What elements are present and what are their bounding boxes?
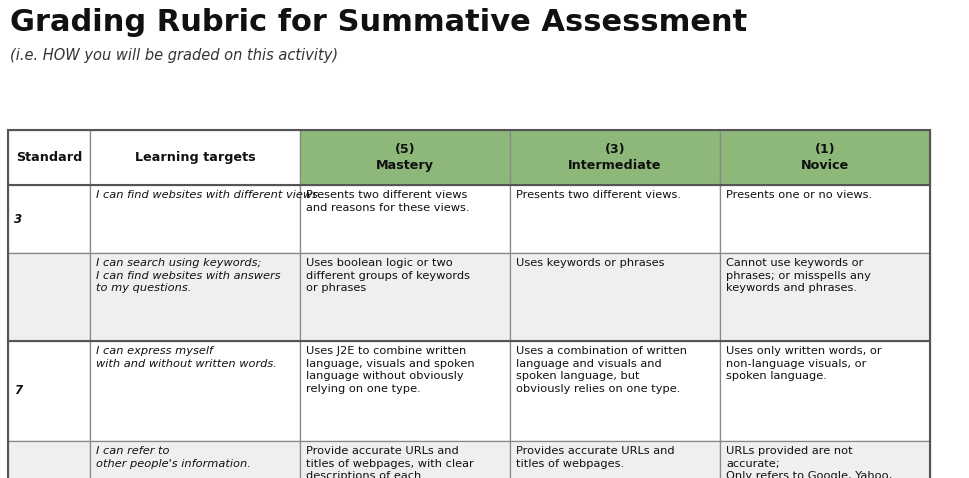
Bar (510, 253, 719, 341)
Bar (719, 253, 929, 341)
Text: I can express myself
with and without written words.: I can express myself with and without wr… (96, 346, 276, 369)
Text: Provides accurate URLs and
titles of webpages.: Provides accurate URLs and titles of web… (516, 446, 673, 468)
Text: (5)
Mastery: (5) Mastery (376, 143, 433, 172)
Text: Uses J2E to combine written
language, visuals and spoken
language without obviou: Uses J2E to combine written language, vi… (305, 346, 474, 394)
Text: (1)
Novice: (1) Novice (800, 143, 848, 172)
Bar (299, 185, 510, 253)
Text: Standard: Standard (16, 151, 82, 164)
Bar (90, 185, 299, 253)
Bar (510, 341, 719, 441)
Bar (510, 185, 719, 253)
Bar (8, 253, 90, 341)
Bar (719, 441, 929, 478)
Bar (299, 441, 510, 478)
Text: Uses only written words, or
non-language visuals, or
spoken language.: Uses only written words, or non-language… (725, 346, 881, 381)
Bar (90, 441, 299, 478)
Bar (719, 130, 929, 185)
Bar (90, 341, 299, 441)
Bar (299, 341, 510, 441)
Text: 3: 3 (14, 213, 22, 226)
Text: Uses a combination of written
language and visuals and
spoken language, but
obvi: Uses a combination of written language a… (516, 346, 686, 394)
Bar (8, 130, 90, 185)
Bar (90, 253, 299, 341)
Bar (8, 441, 90, 478)
Bar (299, 130, 510, 185)
Text: Presents two different views
and reasons for these views.: Presents two different views and reasons… (305, 190, 469, 213)
Text: Cannot use keywords or
phrases; or misspells any
keywords and phrases.: Cannot use keywords or phrases; or missp… (725, 258, 870, 293)
Bar (510, 130, 719, 185)
Bar (719, 185, 929, 253)
Bar (8, 341, 90, 441)
Text: 7: 7 (14, 384, 22, 398)
Text: Presents two different views.: Presents two different views. (516, 190, 680, 200)
Bar (719, 341, 929, 441)
Text: Uses boolean logic or two
different groups of keywords
or phrases: Uses boolean logic or two different grou… (305, 258, 470, 293)
Bar (8, 130, 929, 478)
Text: URLs provided are not
accurate;
Only refers to Google, Yahoo,
Baidu or Wikipedia: URLs provided are not accurate; Only ref… (725, 446, 896, 478)
Text: I can refer to
other people's information.: I can refer to other people's informatio… (96, 446, 251, 468)
Text: Uses keywords or phrases: Uses keywords or phrases (516, 258, 664, 268)
Text: Grading Rubric for Summative Assessment: Grading Rubric for Summative Assessment (10, 8, 746, 37)
Text: Learning targets: Learning targets (135, 151, 255, 164)
Text: (3)
Intermediate: (3) Intermediate (568, 143, 661, 172)
Text: Presents one or no views.: Presents one or no views. (725, 190, 871, 200)
Text: Provide accurate URLs and
titles of webpages, with clear
descriptions of each.: Provide accurate URLs and titles of webp… (305, 446, 473, 478)
Text: (i.e. HOW you will be graded on this activity): (i.e. HOW you will be graded on this act… (10, 48, 338, 63)
Bar (90, 130, 299, 185)
Text: I can find websites with different views.: I can find websites with different views… (96, 190, 322, 200)
Bar (8, 185, 90, 253)
Bar (299, 253, 510, 341)
Text: I can search using keywords;
I can find websites with answers
to my questions.: I can search using keywords; I can find … (96, 258, 280, 293)
Bar (510, 441, 719, 478)
